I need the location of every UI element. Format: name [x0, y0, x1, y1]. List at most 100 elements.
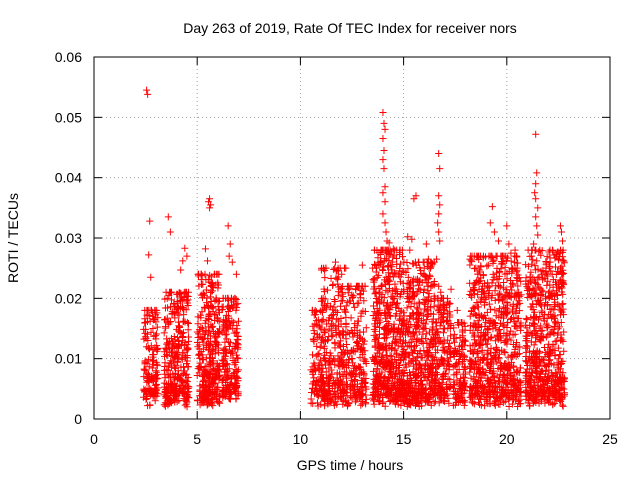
data-point: [499, 385, 507, 393]
data-point: [523, 388, 531, 396]
data-point: [475, 342, 483, 350]
data-point: [444, 383, 452, 391]
data-point: [144, 90, 152, 98]
data-point: [469, 329, 477, 337]
data-point: [324, 286, 332, 294]
data-point: [332, 324, 340, 332]
data-point: [384, 329, 392, 337]
data-point: [147, 328, 155, 336]
data-point: [431, 397, 439, 405]
data-point: [446, 353, 454, 361]
data-point: [195, 369, 203, 377]
data-point: [379, 210, 387, 218]
data-point: [434, 219, 442, 227]
data-point: [532, 130, 540, 138]
data-point: [387, 266, 395, 274]
data-point: [427, 310, 435, 318]
data-point: [507, 283, 515, 291]
data-point: [554, 379, 562, 387]
x-tick-label: 15: [396, 431, 412, 447]
data-point: [175, 322, 183, 330]
data-point: [444, 342, 452, 350]
data-point: [384, 357, 392, 365]
data-point: [398, 375, 406, 383]
data-point: [204, 257, 212, 265]
data-point: [178, 355, 186, 363]
data-point: [524, 357, 532, 365]
data-point: [514, 402, 522, 410]
data-points: [140, 86, 568, 411]
data-point: [349, 333, 357, 341]
data-point: [415, 278, 423, 286]
data-point: [550, 306, 558, 314]
data-point: [433, 255, 441, 263]
data-point: [439, 329, 447, 337]
data-point: [512, 343, 520, 351]
data-point: [177, 375, 185, 383]
data-point: [177, 266, 185, 274]
data-point: [198, 308, 206, 316]
data-point: [396, 337, 404, 345]
data-point: [147, 342, 155, 350]
data-point: [342, 370, 350, 378]
data-point: [208, 280, 216, 288]
data-point: [546, 263, 554, 271]
data-point: [455, 380, 463, 388]
data-point: [486, 305, 494, 313]
data-point: [419, 339, 427, 347]
data-point: [543, 379, 551, 387]
data-point: [425, 343, 433, 351]
data-point: [224, 222, 232, 230]
data-point: [234, 388, 242, 396]
data-point: [222, 311, 230, 319]
data-point: [406, 396, 414, 404]
data-point: [400, 258, 408, 266]
data-point: [356, 294, 364, 302]
data-point: [432, 375, 440, 383]
data-point: [488, 320, 496, 328]
data-point: [483, 262, 491, 270]
data-point: [450, 324, 458, 332]
data-point: [491, 398, 499, 406]
data-point: [362, 359, 370, 367]
data-point: [435, 210, 443, 218]
data-point: [356, 353, 364, 361]
data-point: [320, 301, 328, 309]
data-point: [326, 349, 334, 357]
data-point: [379, 346, 387, 354]
data-point: [184, 374, 192, 382]
data-point: [551, 254, 559, 262]
data-point: [142, 325, 150, 333]
data-point: [466, 312, 474, 320]
x-tick-label: 25: [602, 431, 618, 447]
data-point: [214, 372, 222, 380]
data-point: [480, 329, 488, 337]
data-point: [337, 393, 345, 401]
data-point: [382, 347, 390, 355]
data-point: [422, 395, 430, 403]
data-point: [348, 294, 356, 302]
data-point: [461, 374, 469, 382]
data-point: [542, 264, 550, 272]
data-point: [167, 288, 175, 296]
data-point: [370, 260, 378, 268]
data-point: [185, 319, 193, 327]
data-point: [337, 353, 345, 361]
data-point: [141, 360, 149, 368]
data-point: [330, 379, 338, 387]
data-point: [142, 366, 150, 374]
data-point: [379, 398, 387, 406]
data-point: [460, 365, 468, 373]
data-point: [503, 222, 511, 230]
data-point: [542, 299, 550, 307]
data-point: [166, 380, 174, 388]
data-point: [381, 364, 389, 372]
data-point: [420, 285, 428, 293]
data-point: [396, 357, 404, 365]
data-point: [312, 352, 320, 360]
data-point: [404, 273, 412, 281]
data-point: [557, 264, 565, 272]
data-point: [397, 356, 405, 364]
data-point: [554, 255, 562, 263]
data-point: [329, 306, 337, 314]
